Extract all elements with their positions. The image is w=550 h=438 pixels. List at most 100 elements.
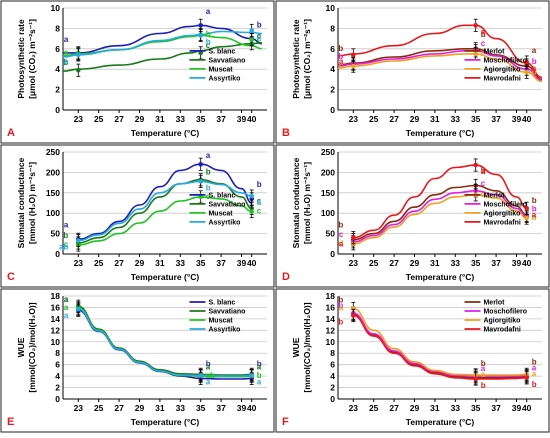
significance-letter: a: [64, 48, 69, 57]
y-tick-label: 6: [55, 44, 60, 54]
significance-letter: a: [64, 57, 69, 66]
series-line: [353, 314, 527, 380]
y-tick-label: 16: [51, 302, 61, 312]
panel-letter: E: [7, 416, 14, 428]
significance-letter: a: [532, 364, 537, 373]
x-tick-label: 25: [94, 258, 104, 268]
x-axis-label: Temperature (°C): [406, 417, 475, 427]
series-line: [78, 308, 252, 377]
significance-letter: b: [532, 358, 537, 367]
x-tick-label: 37: [491, 258, 501, 268]
x-tick-label: 37: [216, 114, 226, 124]
significance-letter: a: [206, 7, 211, 16]
series-line: [353, 164, 527, 239]
significance-letter: b: [338, 52, 343, 61]
x-tick-label: 35: [471, 403, 481, 413]
x-tick-label: 29: [135, 403, 145, 413]
significance-letter: c: [64, 240, 69, 249]
panel-letter: F: [282, 416, 289, 428]
data-point: [198, 179, 203, 184]
x-tick-label: 27: [389, 403, 399, 413]
y-tick-label: 12: [326, 325, 336, 335]
legend-label: Assyrtiko: [208, 327, 240, 334]
panel-letter: D: [282, 271, 290, 283]
x-tick-label: 39: [512, 403, 522, 413]
x-tick-label: 23: [74, 258, 84, 268]
legend-label: Moschofilero: [483, 201, 527, 208]
significance-letter: c: [257, 207, 262, 216]
significance-letter: a: [481, 364, 486, 373]
y-tick-label: 200: [321, 167, 335, 177]
legend-label: S. blanc: [208, 300, 235, 307]
legend-label: Mavrodafni: [483, 327, 520, 334]
y-tick-label: 50: [51, 229, 61, 239]
y-tick-label: 250: [321, 147, 335, 157]
x-tick-label: 29: [135, 258, 145, 268]
series-line: [353, 184, 527, 241]
x-tick-label: 40: [247, 114, 257, 124]
data-point: [249, 193, 254, 199]
data-point: [249, 37, 254, 42]
x-tick-label: 27: [114, 258, 124, 268]
significance-letter: a: [532, 210, 537, 219]
x-tick-label: 35: [196, 258, 206, 268]
data-point: [249, 373, 254, 378]
x-tick-label: 31: [155, 258, 165, 268]
legend-label: Mavrodafni: [483, 75, 520, 82]
significance-letter: c: [339, 230, 344, 239]
y-axis-label: [mmol(CO₂)/mol(H₂O)]: [302, 302, 312, 392]
y-tick-label: 2: [330, 383, 335, 393]
legend-label: Muscat: [208, 66, 233, 73]
series-line: [337, 24, 543, 79]
y-tick-label: 0: [55, 249, 60, 259]
x-tick-label: 25: [369, 403, 379, 413]
legend-label: Savvatiano: [208, 201, 245, 208]
x-tick-label: 33: [176, 258, 186, 268]
panel-letter: B: [282, 127, 290, 139]
y-tick-label: 150: [321, 188, 335, 198]
legend-label: S. blanc: [208, 48, 235, 55]
y-axis-label: Stomatal conductance: [291, 157, 301, 248]
y-tick-label: 0: [55, 394, 60, 404]
series-line: [353, 189, 527, 243]
x-tick-label: 40: [522, 403, 532, 413]
significance-letter: b: [532, 213, 537, 222]
y-tick-label: 250: [46, 147, 60, 157]
x-tick-label: 39: [237, 258, 247, 268]
y-tick-label: 10: [326, 3, 336, 13]
x-tick-label: 33: [451, 258, 461, 268]
y-tick-label: 14: [51, 314, 61, 324]
y-tick-label: 2: [55, 383, 60, 393]
significance-letter: a: [481, 167, 486, 176]
significance-letter: b: [532, 380, 537, 389]
x-tick-label: 25: [369, 258, 379, 268]
significance-letter: b: [206, 30, 211, 39]
y-tick-label: 8: [330, 348, 335, 358]
significance-letter: b: [338, 44, 343, 53]
significance-letter: a: [64, 303, 69, 312]
panel-border: [0, 0, 275, 144]
data-point: [198, 373, 203, 378]
y-tick-label: 4: [330, 64, 335, 74]
series-line: [63, 24, 262, 54]
significance-letter: a: [339, 240, 344, 249]
y-axis-label: Photosynthetic rate: [16, 19, 26, 99]
y-axis-label: [mmol (H₂O) m⁻²s⁻¹]: [302, 162, 312, 244]
y-tick-label: 6: [330, 360, 335, 370]
data-point: [198, 161, 203, 167]
legend-label: Mavrodafni: [483, 219, 520, 226]
significance-letter: a: [206, 378, 211, 387]
y-tick-label: 8: [330, 23, 335, 33]
significance-letter: b: [206, 38, 211, 47]
significance-letter: b: [481, 359, 486, 368]
significance-letter: ab: [59, 243, 68, 252]
legend-label: Moschofilero: [483, 309, 527, 316]
panel-border: [0, 144, 275, 288]
data-point: [524, 59, 530, 65]
x-tick-label: 27: [389, 258, 399, 268]
y-tick-label: 200: [46, 167, 60, 177]
x-tick-label: 39: [237, 114, 247, 124]
